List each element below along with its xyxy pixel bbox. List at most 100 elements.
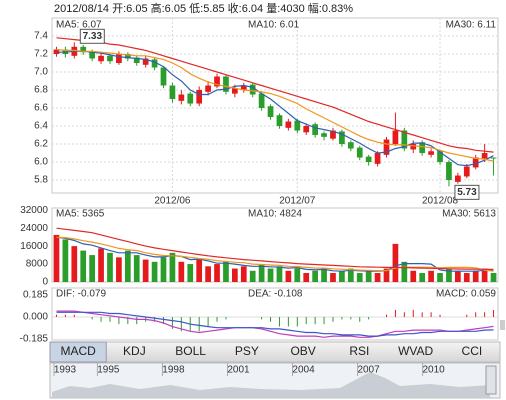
candle-body xyxy=(124,54,131,59)
candle-body xyxy=(116,54,122,64)
volume-bar xyxy=(80,250,87,282)
y-tick-label: 8000 xyxy=(26,259,49,270)
indicator-line xyxy=(56,50,494,167)
x-tick-label: 2012/07 xyxy=(279,196,316,207)
indicator-label: MA10: 6.01 xyxy=(248,20,300,31)
tab-label[interactable]: KDJ xyxy=(123,344,146,358)
y-tick-label: 6.4 xyxy=(34,121,48,132)
candle-body xyxy=(347,142,354,149)
candle-body xyxy=(374,153,381,164)
candle-body xyxy=(303,126,310,133)
candle-body xyxy=(258,93,265,109)
indicator-label: MA30: 5613 xyxy=(442,209,496,220)
tab[interactable]: KDJ xyxy=(106,342,162,362)
candle-body xyxy=(321,133,327,137)
volume-bar xyxy=(303,273,310,282)
volume-bar xyxy=(356,273,363,282)
tab-label[interactable]: PSY xyxy=(235,344,259,358)
volume-bar xyxy=(223,261,229,282)
candle-body xyxy=(267,106,274,118)
indicator-line xyxy=(56,227,494,270)
volume-bar xyxy=(410,270,417,282)
volume-bar xyxy=(490,272,497,282)
candle-body xyxy=(107,55,113,62)
tab[interactable]: BOLL xyxy=(163,342,219,362)
volume-bar xyxy=(267,268,274,282)
tab-button[interactable] xyxy=(49,341,107,363)
indicator-label: MACD: 0.059 xyxy=(436,289,496,300)
scroll-handle[interactable] xyxy=(500,320,505,330)
volume-bar xyxy=(347,268,354,282)
volume-bar xyxy=(187,264,194,282)
volume-bar xyxy=(481,268,488,282)
volume-bar xyxy=(312,270,318,282)
volume-bar xyxy=(98,248,104,282)
volume-bar xyxy=(330,273,336,282)
tab-label[interactable]: BOLL xyxy=(175,344,206,358)
timeline-label: 2007 xyxy=(357,365,380,376)
y-tick-label: 6.8 xyxy=(34,85,48,96)
indicator-line xyxy=(56,236,494,272)
candle-body xyxy=(339,131,345,145)
candle-body xyxy=(205,85,211,92)
tab[interactable]: PSY xyxy=(219,342,275,362)
timeline-silhouette xyxy=(52,372,490,398)
candle-body xyxy=(285,121,292,128)
tab[interactable]: MACD xyxy=(49,341,107,363)
indicator-label: DEA: -0.108 xyxy=(248,289,303,300)
tab-label[interactable]: WVAD xyxy=(398,344,433,358)
volume-bar xyxy=(285,270,292,282)
candle-body xyxy=(392,130,399,145)
candle-body xyxy=(142,58,149,65)
indicator-line xyxy=(56,236,494,272)
tab[interactable]: OBV xyxy=(275,342,331,362)
candle-body xyxy=(401,130,408,149)
tab-label[interactable]: OBV xyxy=(290,344,315,358)
candle-body xyxy=(276,115,283,127)
volume-bar xyxy=(401,261,408,282)
tab[interactable]: CCI xyxy=(444,342,500,362)
volume-bar xyxy=(124,250,131,282)
volume-bar xyxy=(455,270,461,282)
volume-bar xyxy=(472,270,479,282)
volume-bar xyxy=(383,268,390,282)
volume-bar xyxy=(142,259,149,282)
volume-bar xyxy=(116,257,122,282)
volume-bar xyxy=(249,270,256,282)
volume-bar xyxy=(428,270,434,282)
y-tick-label: 32000 xyxy=(20,205,48,216)
candle-body xyxy=(365,156,372,163)
tab[interactable]: WVAD xyxy=(388,342,444,362)
tab[interactable]: RSI xyxy=(331,342,387,362)
candle-body xyxy=(133,57,140,64)
tab-label[interactable]: CCI xyxy=(462,344,483,358)
volume-bar xyxy=(294,268,301,282)
y-tick-label: 16000 xyxy=(20,241,48,252)
volume-bar xyxy=(437,273,443,282)
timeline-handle[interactable] xyxy=(485,365,497,395)
volume-bar xyxy=(205,266,211,282)
volume-bar xyxy=(107,252,113,282)
candle-body xyxy=(481,153,488,159)
candle-body xyxy=(330,130,336,139)
extreme-label: 7.33 xyxy=(83,31,103,42)
volume-bar xyxy=(463,273,470,282)
candle-body xyxy=(80,46,87,53)
volume-bar xyxy=(89,255,95,282)
candle-body xyxy=(294,120,301,131)
volume-bar xyxy=(71,246,78,282)
header: 2012/08/14 开:6.05 高:6.05 低:5.85 收:6.04 量… xyxy=(54,1,353,15)
tab-label[interactable]: MACD xyxy=(60,344,96,358)
volume-bar xyxy=(392,243,399,282)
volume-bar xyxy=(232,268,238,282)
volume-bar xyxy=(160,257,167,282)
volume-bar xyxy=(419,273,426,282)
candle-body xyxy=(169,85,176,100)
y-tick-label: -0.185 xyxy=(20,334,49,345)
volume-bar xyxy=(214,264,220,282)
tab-label[interactable]: RSI xyxy=(349,344,369,358)
volume-bar xyxy=(276,266,283,282)
extreme-box xyxy=(454,184,480,200)
timeline-label: 1995 xyxy=(97,365,120,376)
indicator-label: MA10: 4824 xyxy=(248,209,302,220)
